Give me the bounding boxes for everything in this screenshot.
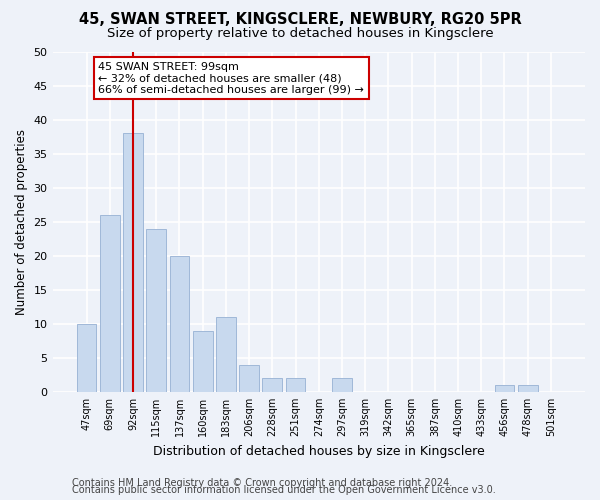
Text: 45, SWAN STREET, KINGSCLERE, NEWBURY, RG20 5PR: 45, SWAN STREET, KINGSCLERE, NEWBURY, RG…: [79, 12, 521, 28]
Bar: [193, 330, 212, 392]
Text: Contains HM Land Registry data © Crown copyright and database right 2024.: Contains HM Land Registry data © Crown c…: [72, 478, 452, 488]
Bar: [123, 133, 143, 392]
Bar: [286, 378, 305, 392]
Bar: [332, 378, 352, 392]
Text: Contains public sector information licensed under the Open Government Licence v3: Contains public sector information licen…: [72, 485, 496, 495]
Bar: [518, 385, 538, 392]
Bar: [77, 324, 97, 392]
Text: Size of property relative to detached houses in Kingsclere: Size of property relative to detached ho…: [107, 28, 493, 40]
Bar: [100, 215, 119, 392]
X-axis label: Distribution of detached houses by size in Kingsclere: Distribution of detached houses by size …: [153, 444, 485, 458]
Text: 45 SWAN STREET: 99sqm
← 32% of detached houses are smaller (48)
66% of semi-deta: 45 SWAN STREET: 99sqm ← 32% of detached …: [98, 62, 364, 95]
Bar: [262, 378, 282, 392]
Y-axis label: Number of detached properties: Number of detached properties: [15, 128, 28, 314]
Bar: [239, 364, 259, 392]
Bar: [170, 256, 190, 392]
Bar: [494, 385, 514, 392]
Bar: [146, 228, 166, 392]
Bar: [216, 317, 236, 392]
